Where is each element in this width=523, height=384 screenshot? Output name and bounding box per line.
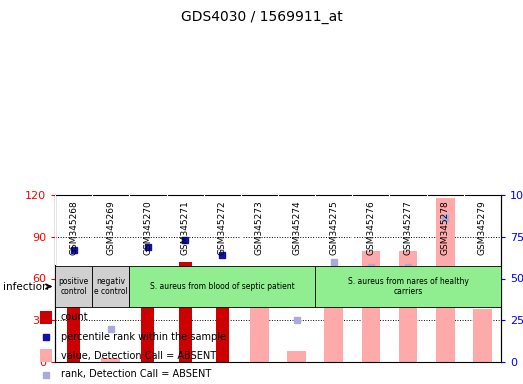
Bar [324,302,343,362]
Text: rank, Detection Call = ABSENT: rank, Detection Call = ABSENT [61,369,211,379]
Bar [216,276,229,362]
Text: GSM345277: GSM345277 [404,200,413,255]
Text: value, Detection Call = ABSENT: value, Detection Call = ABSENT [61,351,216,361]
Text: GSM345275: GSM345275 [329,200,338,255]
Text: GSM345271: GSM345271 [180,200,189,255]
Bar [287,351,306,362]
FancyBboxPatch shape [129,266,315,307]
Text: count: count [61,313,88,323]
Bar [141,271,154,362]
Text: GSM345269: GSM345269 [106,200,115,255]
Text: GSM345268: GSM345268 [69,200,78,255]
Bar [250,302,269,362]
Text: GDS4030 / 1569911_at: GDS4030 / 1569911_at [180,10,343,23]
Bar [473,309,492,362]
Text: S. aureus from nares of healthy
carriers: S. aureus from nares of healthy carriers [348,277,469,296]
Text: GSM345276: GSM345276 [367,200,376,255]
Text: GSM345272: GSM345272 [218,200,227,255]
Text: positive
control: positive control [59,277,89,296]
Text: percentile rank within the sample: percentile rank within the sample [61,331,226,341]
Bar [101,358,120,362]
Bar [67,278,80,362]
Text: negativ
e control: negativ e control [94,277,128,296]
Bar [40,349,52,362]
FancyBboxPatch shape [92,266,129,307]
Bar [40,311,52,324]
FancyBboxPatch shape [315,266,501,307]
Bar [361,251,380,362]
Text: GSM345273: GSM345273 [255,200,264,255]
Text: S. aureus from blood of septic patient: S. aureus from blood of septic patient [150,282,294,291]
Text: GSM345274: GSM345274 [292,200,301,255]
Text: GSM345279: GSM345279 [478,200,487,255]
Text: GSM345270: GSM345270 [143,200,152,255]
Bar [178,262,191,362]
Bar [399,251,417,362]
Bar [436,198,454,362]
Text: GSM345278: GSM345278 [441,200,450,255]
FancyBboxPatch shape [55,266,92,307]
Text: infection: infection [3,281,48,291]
